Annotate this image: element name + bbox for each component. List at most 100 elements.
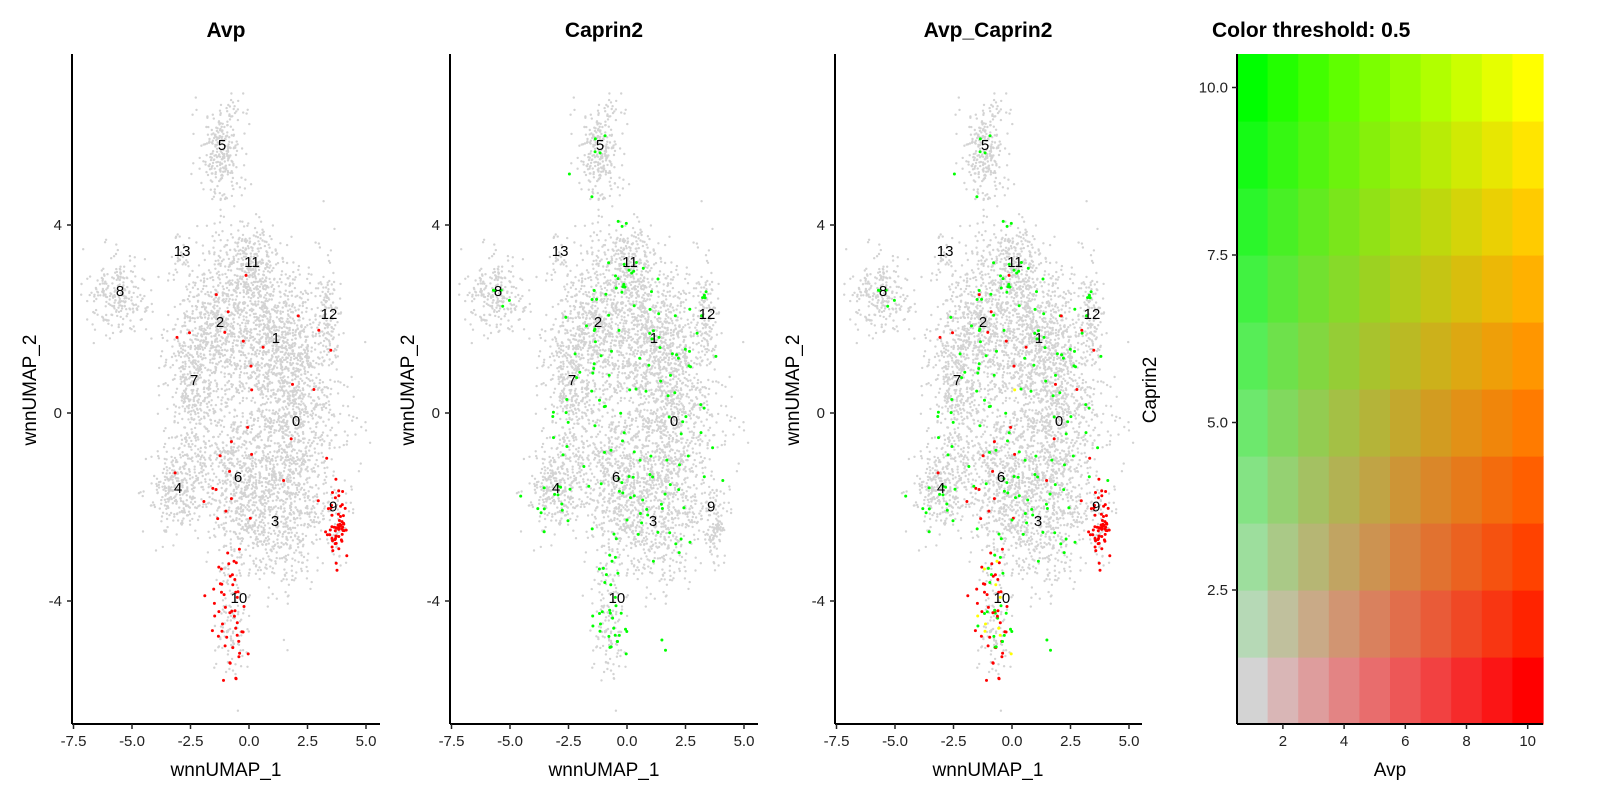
cell-point: [244, 528, 248, 532]
cell-point: [275, 374, 278, 377]
cell-point: [224, 393, 227, 396]
cell-point: [234, 286, 238, 290]
cell-point: [300, 373, 303, 376]
cell-point: [270, 357, 273, 360]
cell-point: [260, 415, 264, 418]
cell-point: [204, 292, 207, 296]
cell-point: [236, 556, 239, 559]
cell-point: [280, 557, 284, 560]
cell-point: [194, 347, 197, 350]
cell-point: [191, 286, 195, 289]
cell-point: [225, 500, 228, 504]
cell-point: [316, 516, 320, 519]
cell-point: [174, 262, 177, 265]
cell-point: [273, 412, 277, 415]
cell-point: [261, 383, 264, 387]
cell-point: [189, 317, 192, 320]
cell-point: [257, 250, 260, 253]
cell-point: [275, 252, 279, 255]
cell-point: [288, 461, 291, 464]
cell-point: [275, 556, 278, 560]
cell-point: [325, 300, 328, 303]
cell-point: [279, 310, 282, 313]
cell-point: [275, 420, 279, 424]
cell-point: [245, 397, 248, 400]
cell-point: [268, 460, 272, 464]
cell-point: [225, 487, 228, 491]
cell-point: [241, 246, 245, 249]
cell-point: [151, 310, 154, 313]
cell-point: [310, 346, 313, 349]
cell-point: [206, 133, 210, 136]
cell-point: [288, 275, 291, 278]
cell-point: [239, 365, 243, 368]
cell-point: [332, 474, 335, 477]
cell-point: [254, 557, 258, 560]
cell-point: [291, 456, 294, 459]
cell-point: [243, 443, 246, 447]
cell-point: [201, 474, 204, 478]
cell-point: [197, 354, 200, 357]
cell-point: [310, 326, 313, 329]
cell-point: [213, 624, 217, 628]
cell-point: [234, 510, 238, 513]
cell-point: [232, 427, 235, 430]
cell-point: [221, 365, 224, 368]
cell-point: [352, 395, 355, 398]
cell-point: [283, 390, 286, 393]
cell-point: [233, 442, 236, 445]
cell-point: [204, 328, 207, 332]
cell-point: [313, 521, 316, 524]
cell-point: [296, 294, 299, 297]
cell-point: [222, 342, 225, 345]
cell-point: [115, 267, 118, 271]
cell-point: [260, 413, 263, 416]
cell-point: [220, 486, 223, 490]
cell-point: [280, 270, 284, 273]
cell-point: [206, 311, 210, 314]
cell-point: [226, 239, 229, 242]
cell-point: [157, 275, 160, 279]
cell-point: [293, 344, 296, 347]
cell-point: [288, 547, 291, 550]
cell-point: [277, 347, 280, 351]
cell-point: [163, 487, 167, 490]
cell-point: [236, 252, 239, 255]
cell-point: [232, 107, 235, 111]
cell-point: [249, 183, 253, 186]
cell-point: [218, 570, 222, 573]
cell-point: [258, 432, 261, 435]
cell-point: [296, 375, 300, 378]
cell-point: [104, 295, 108, 298]
cell-point: [228, 140, 231, 143]
cell-point: [282, 260, 285, 263]
cell-point: [181, 454, 185, 458]
cell-point: [125, 308, 128, 311]
cell-point: [262, 533, 265, 537]
cell-point: [133, 330, 136, 333]
cell-point: [193, 480, 196, 484]
cell-point: [282, 418, 285, 421]
cell-point: [246, 485, 249, 488]
cell-point: [268, 359, 271, 362]
cell-point: [294, 377, 297, 381]
cell-point: [300, 567, 303, 570]
cell-point: [237, 99, 240, 103]
cell-point: [249, 499, 252, 502]
cell-point: [238, 551, 241, 554]
cell-point: [199, 403, 202, 407]
cell-point: [297, 370, 301, 373]
cell-point: [275, 479, 278, 482]
cell-point: [332, 327, 335, 331]
cell-point: [239, 502, 242, 506]
cell-point: [282, 408, 285, 411]
cell-point: [162, 328, 166, 331]
cell-point: [289, 480, 292, 484]
cell-point: [210, 317, 214, 320]
cell-point: [252, 321, 255, 324]
cell-point: [329, 429, 332, 432]
cell-point: [271, 567, 275, 570]
cell-point: [206, 502, 210, 505]
cell-point: [230, 349, 233, 352]
cell-point: [228, 114, 231, 118]
